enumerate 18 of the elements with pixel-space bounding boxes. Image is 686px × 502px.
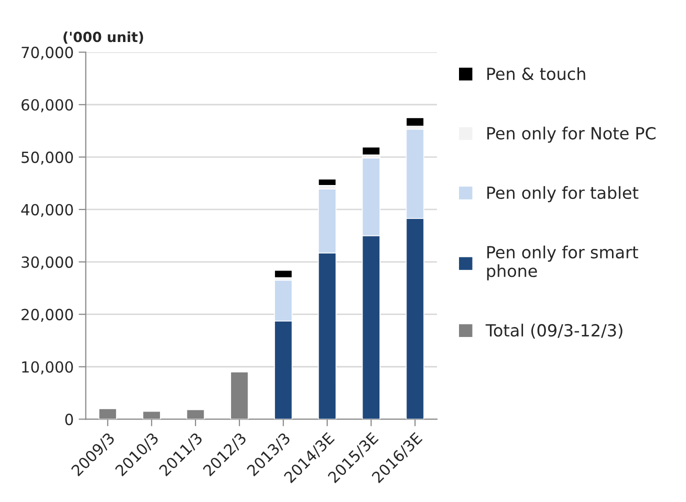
bar <box>318 178 336 186</box>
y-tick-label: 60,000 <box>22 99 73 112</box>
legend-label: Pen only for smart phone <box>487 246 638 280</box>
legend-label: Pen only for tablet <box>487 186 638 202</box>
y-tick-label: 10,000 <box>22 361 73 374</box>
y-tick-label: 20,000 <box>22 308 73 322</box>
legend-label: Total (09/3-12/3) <box>486 324 622 339</box>
y-axis-title: ('000 unit) <box>64 31 144 44</box>
legend-label: Pen & touch <box>487 67 586 80</box>
y-tick-label: 40,000 <box>21 204 73 218</box>
y-tick-label: 0 <box>65 414 73 426</box>
legend-label: Pen only for Note PC <box>487 126 656 143</box>
y-tick-label: 70,000 <box>22 46 73 60</box>
bar <box>362 146 380 156</box>
bar <box>274 270 293 278</box>
bar <box>406 117 424 127</box>
y-tick-label: 30,000 <box>22 256 73 270</box>
y-tick-label: 50,000 <box>22 152 73 165</box>
